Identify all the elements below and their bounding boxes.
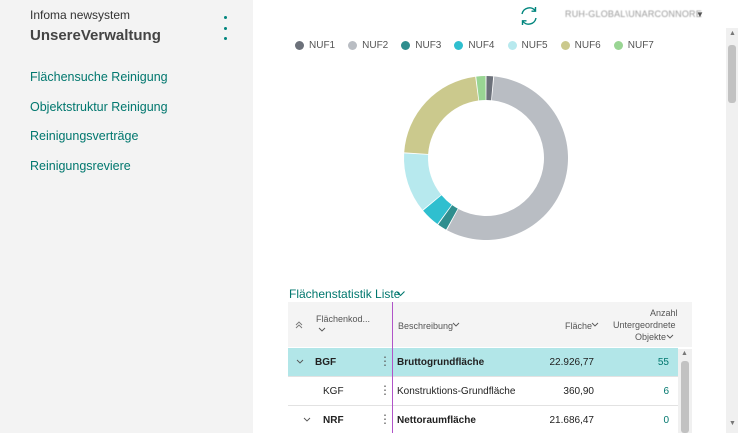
cell-count[interactable]: 0 — [663, 415, 669, 426]
grid-header: Flächenkod... Beschreibung Fläche Anzahl… — [288, 302, 692, 347]
legend-item-nuf5[interactable]: NUF5 — [507, 40, 548, 51]
refresh-icon[interactable] — [517, 4, 541, 28]
header-count[interactable]: Untergeordnete — [613, 320, 676, 330]
chevron-down-icon[interactable] — [591, 322, 599, 328]
chart-legend: NUF1 NUF2 NUF3 NUF4 NUF5 NUF6 NUF7 — [295, 40, 667, 51]
page-scrollbar[interactable]: ▲ ▼ — [726, 28, 738, 433]
sidebar: Infoma newsystem UnsereVerwaltung Fläche… — [0, 0, 253, 433]
expand-icon[interactable] — [296, 359, 304, 365]
legend-swatch — [613, 41, 623, 50]
legend-label: NUF2 — [362, 40, 389, 51]
scroll-up-icon[interactable]: ▲ — [729, 30, 736, 37]
header-code[interactable]: Flächenkod... — [316, 314, 371, 324]
cell-description: Bruttogrundfläche — [397, 357, 485, 368]
table-row[interactable]: BGF ⋮ Bruttogrundfläche 22.926,77 55 — [288, 348, 678, 377]
cell-code: NRF — [323, 415, 344, 426]
header-count[interactable]: Objekte — [635, 332, 667, 342]
donut-slice-nuf1[interactable] — [486, 76, 494, 101]
data-grid: Flächenkod... Beschreibung Fläche Anzahl… — [288, 302, 692, 433]
cell-count[interactable]: 55 — [657, 357, 669, 368]
cell-code: KGF — [323, 386, 344, 397]
cell-area: 22.926,77 — [549, 357, 595, 368]
legend-swatch — [295, 41, 304, 50]
row-actions-icon[interactable]: ⋮ — [379, 383, 391, 397]
legend-item-nuf4[interactable]: NUF4 — [454, 40, 495, 51]
legend-label: NUF6 — [574, 40, 601, 51]
cell-count[interactable]: 6 — [663, 386, 669, 397]
chevron-down-icon[interactable] — [318, 327, 326, 333]
user-account[interactable]: RUH-GLOBAL\UNARCONNORE — [565, 9, 702, 19]
scroll-down-icon[interactable]: ▼ — [729, 420, 736, 427]
donut-slice-nuf5[interactable] — [404, 153, 442, 210]
legend-item-nuf7[interactable]: NUF7 — [613, 40, 654, 51]
sidebar-item-objektstruktur[interactable]: Objektstruktur Reinigung — [30, 99, 168, 114]
grid-scrollbar[interactable]: ▲ — [678, 349, 692, 433]
collapse-all-icon[interactable] — [294, 320, 304, 330]
donut-slice-nuf4[interactable] — [423, 195, 452, 225]
app-subtitle: Infoma newsystem — [30, 8, 131, 22]
legend-label: NUF4 — [468, 40, 495, 51]
header-description[interactable]: Beschreibung — [398, 321, 454, 331]
donut-slice-nuf7[interactable] — [476, 76, 486, 101]
chevron-down-icon[interactable] — [452, 322, 460, 328]
table-row[interactable]: KGF ⋮ Konstruktions-Grundfläche 360,90 6 — [288, 377, 678, 406]
header-area[interactable]: Fläche — [565, 321, 593, 331]
cell-area: 21.686,47 — [549, 415, 595, 426]
legend-item-nuf2[interactable]: NUF2 — [348, 40, 388, 51]
chevron-down-icon[interactable]: ▼ — [696, 10, 704, 19]
cell-code: BGF — [315, 357, 337, 368]
chevron-down-icon[interactable] — [666, 334, 674, 340]
legend-swatch — [560, 41, 570, 50]
table-row[interactable]: NRF ⋮ Nettoraumfläche 21.686,47 0 — [288, 406, 678, 433]
header-count[interactable]: Anzahl — [650, 308, 678, 318]
legend-swatch — [507, 41, 517, 50]
sidebar-item-reinigungsvertraege[interactable]: Reinigungsverträge — [30, 129, 139, 143]
legend-label: NUF1 — [309, 40, 336, 51]
legend-label: NUF5 — [521, 40, 548, 51]
scroll-up-icon[interactable]: ▲ — [681, 350, 688, 357]
legend-swatch — [454, 41, 464, 50]
legend-item-nuf1[interactable]: NUF1 — [295, 40, 335, 51]
app-title: UnsereVerwaltung — [30, 27, 161, 44]
cell-description: Nettoraumfläche — [397, 415, 476, 426]
donut-slice-nuf3[interactable] — [438, 205, 458, 230]
column-divider — [392, 302, 393, 433]
donut-slice-nuf2[interactable] — [446, 76, 568, 241]
expand-icon[interactable] — [303, 417, 311, 423]
cell-area: 360,90 — [563, 386, 594, 397]
row-actions-icon[interactable]: ⋮ — [379, 412, 391, 426]
sidebar-item-reinigungsreviere[interactable]: Reinigungsreviere — [30, 158, 131, 173]
legend-label: NUF3 — [415, 40, 442, 51]
donut-slice-nuf6[interactable] — [404, 76, 479, 155]
legend-item-nuf3[interactable]: NUF3 — [401, 40, 441, 51]
legend-swatch — [348, 41, 358, 50]
scrollbar-thumb[interactable] — [728, 45, 736, 103]
row-actions-icon[interactable]: ⋮ — [379, 354, 391, 368]
sidebar-nav: Flächensuche Reinigung Objektstruktur Re… — [30, 69, 168, 187]
main-content: RUH-GLOBAL\UNARCONNORE ▼ NUF1 NUF2 NUF3 NUF… — [253, 0, 739, 433]
sidebar-item-flaechensuche[interactable]: Flächensuche Reinigung — [30, 70, 168, 84]
legend-label: NUF7 — [627, 40, 654, 51]
legend-item-nuf6[interactable]: NUF6 — [560, 40, 601, 51]
legend-swatch — [401, 41, 411, 50]
scrollbar-thumb[interactable] — [681, 361, 689, 433]
list-title[interactable]: Flächenstatistik Liste — [289, 287, 401, 301]
cell-description: Konstruktions-Grundfläche — [397, 386, 516, 397]
more-options-icon[interactable] — [218, 16, 232, 40]
chevron-down-icon[interactable] — [395, 289, 406, 298]
donut-chart — [404, 76, 568, 241]
